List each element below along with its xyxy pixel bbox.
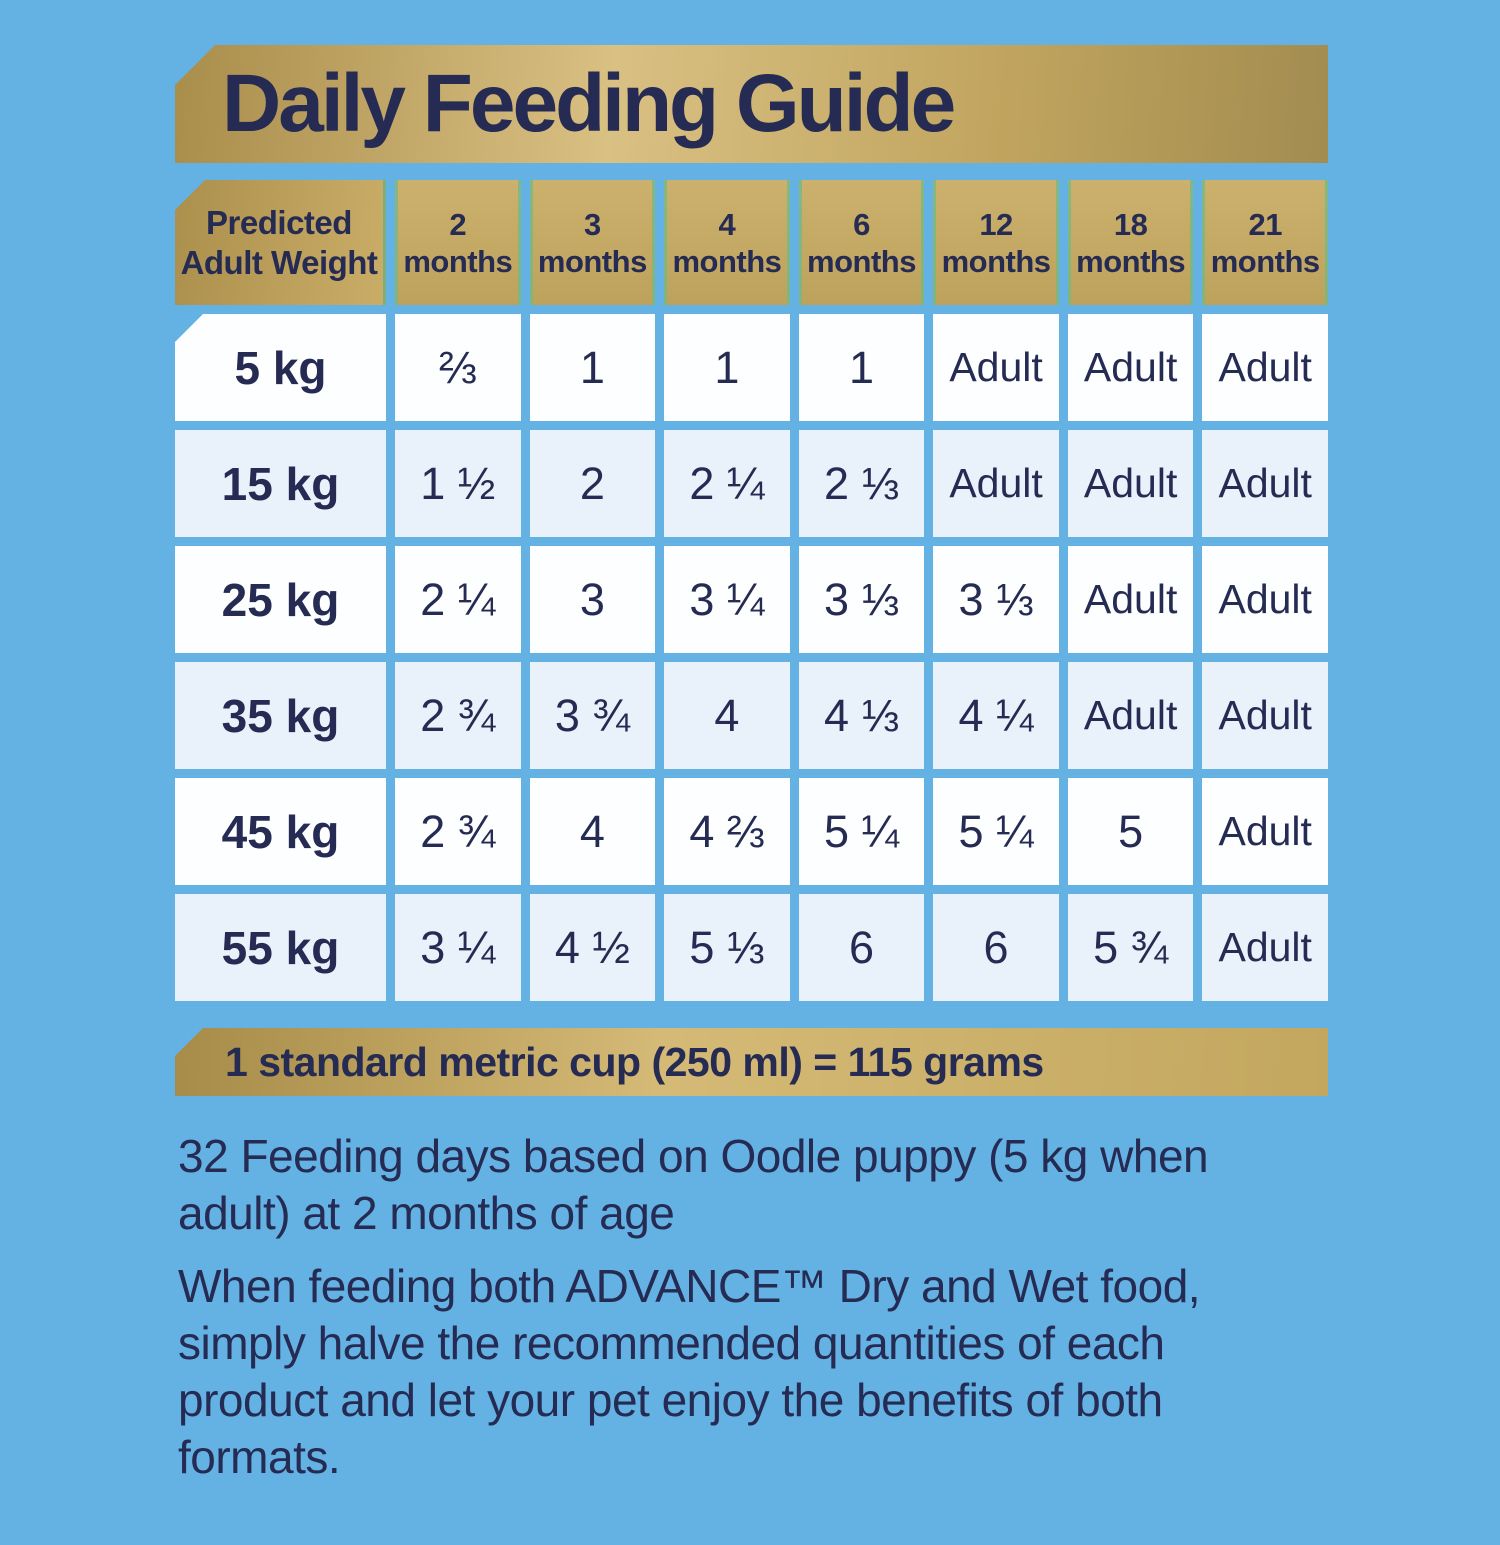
table-cell: ⅔ [395,314,521,421]
footnote-line: adult) at 2 months of age [178,1187,675,1239]
table-cell: 2 ¾ [395,662,521,769]
header-month-unit: months [1210,243,1320,279]
header-month-number: 4 [718,206,736,242]
header-month-number: 2 [449,206,467,242]
table-cell: 6 [933,894,1059,1001]
table-cell: Adult [1067,314,1194,421]
feeding-table-header-row: Predicted Adult Weight 2 months 3 months 4 mont… [175,180,1328,305]
table-cell: 3 ⅓ [798,546,925,653]
header-month-number: 6 [853,206,870,242]
row-weight-label: 55 kg [175,894,386,1001]
table-cell: 5 ¼ [933,778,1059,885]
table-cell: 3 ¾ [529,662,656,769]
header-cell-12-months: 12 months [933,180,1059,305]
table-cell: 5 ¼ [798,778,925,885]
header-label-line: Adult Weight [180,243,378,281]
table-cell: 4 ⅔ [664,778,790,885]
header-month-unit: months [537,243,647,279]
table-cell: 5 ⅓ [664,894,790,1001]
table-cell: Adult [1202,778,1328,885]
header-cell-4-months: 4 months [664,180,790,305]
footnote-line: simply halve the recommended quantities … [178,1317,1165,1369]
row-weight-label: 45 kg [175,778,386,885]
table-cell: 1 [664,314,790,421]
table-cell: Adult [1067,662,1194,769]
table-cell: 1 [529,314,656,421]
header-month-number: 12 [979,206,1013,242]
table-cell: 2 ¾ [395,778,521,885]
table-cell: Adult [933,430,1059,537]
header-cell-21-months: 21 months [1202,180,1328,305]
table-cell: 2 ¼ [395,546,521,653]
table-cell: 4 ½ [529,894,656,1001]
table-cell: Adult [1202,314,1328,421]
header-cell-18-months: 18 months [1067,180,1194,305]
footnotes: 32 Feeding days based on Oodle puppy (5 … [178,1128,1288,1486]
cup-measure-banner: 1 standard metric cup (250 ml) = 115 gra… [175,1028,1328,1096]
header-label-line: Predicted [206,203,352,241]
table-cell: 4 ⅓ [798,662,925,769]
table-cell: Adult [1067,546,1194,653]
table-cell: 2 ¼ [664,430,790,537]
row-weight-label: 5 kg [175,314,386,421]
table-cell: 4 [529,778,656,885]
table-cell: 4 ¼ [933,662,1059,769]
header-month-unit: months [807,243,916,279]
header-cell-3-months: 3 months [529,180,656,305]
header-cell-6-months: 6 months [798,180,925,305]
header-month-number: 18 [1113,206,1148,242]
footnote-line: When feeding both ADVANCE™ Dry and Wet f… [178,1260,1201,1312]
table-cell: 2 [529,430,656,537]
footnote-paragraph: 32 Feeding days based on Oodle puppy (5 … [178,1128,1288,1242]
table-cell: 5 [1067,778,1194,885]
header-month-number: 3 [583,206,601,242]
table-cell: 1 [798,314,925,421]
table-cell: 3 ⅓ [933,546,1059,653]
header-cell-predicted-adult-weight: Predicted Adult Weight [175,180,386,305]
row-weight-label: 25 kg [175,546,386,653]
table-cell: 5 ¾ [1067,894,1194,1001]
cup-measure-note: 1 standard metric cup (250 ml) = 115 gra… [225,1038,1044,1085]
footnote-line: 32 Feeding days based on Oodle puppy (5 … [178,1130,1209,1182]
page-title: Daily Feeding Guide [222,58,956,149]
title-banner: Daily Feeding Guide [175,45,1328,163]
header-month-number: 21 [1248,206,1282,242]
table-cell: Adult [1067,430,1194,537]
table-cell: 6 [798,894,925,1001]
header-month-unit: months [403,243,513,279]
table-cell: Adult [933,314,1059,421]
header-month-unit: months [941,243,1051,279]
header-cell-2-months: 2 months [395,180,521,305]
header-month-unit: months [672,243,782,279]
table-cell: Adult [1202,546,1328,653]
table-cell: 2 ⅓ [798,430,925,537]
table-cell: 3 ¼ [664,546,790,653]
row-weight-label: 15 kg [175,430,386,537]
footnote-line: product and let your pet enjoy the benef… [178,1374,1163,1426]
page-background: Daily Feeding Guide Predicted Adult Weigh… [0,45,1500,1545]
table-cell: 4 [664,662,790,769]
footnote-line: formats. [178,1431,341,1483]
header-month-unit: months [1076,243,1186,279]
table-cell: Adult [1202,894,1328,1001]
table-cell: 3 [529,546,656,653]
table-cell: 1 ½ [395,430,521,537]
table-cell: 3 ¼ [395,894,521,1001]
table-cell: Adult [1202,430,1328,537]
row-weight-label: 35 kg [175,662,386,769]
footnote-paragraph: When feeding both ADVANCE™ Dry and Wet f… [178,1258,1288,1486]
table-cell: Adult [1202,662,1328,769]
